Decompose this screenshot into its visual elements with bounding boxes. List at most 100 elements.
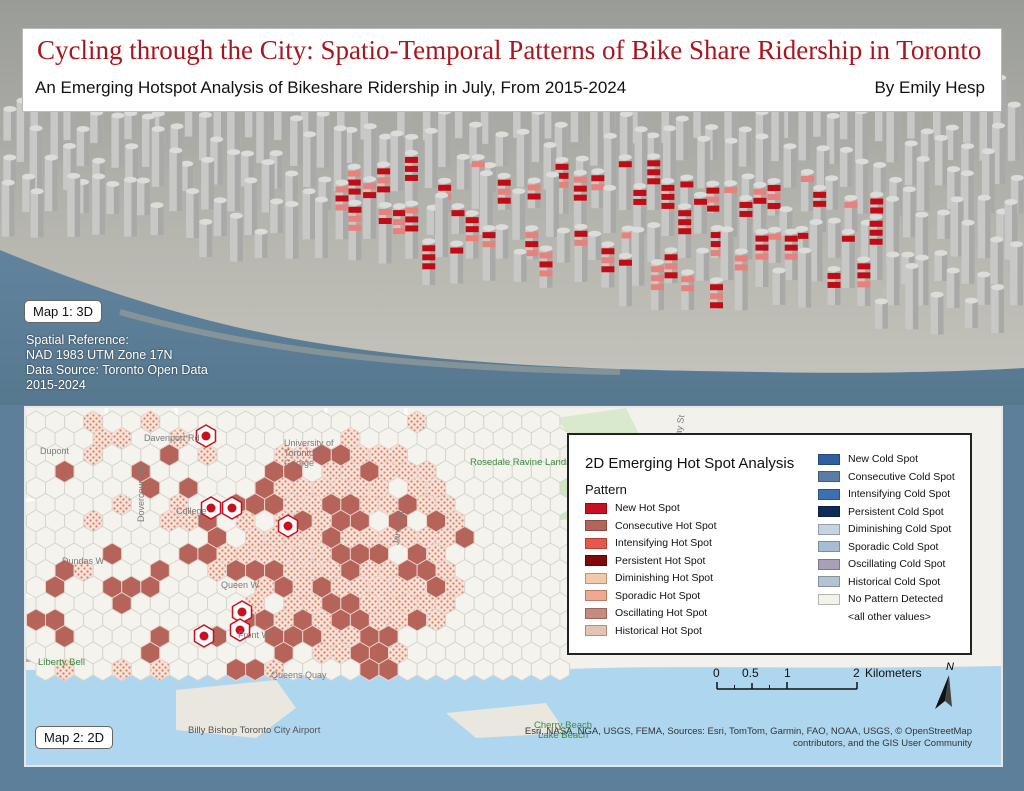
ridership-column [755, 228, 769, 287]
ridership-column [991, 284, 1005, 333]
ridership-column [678, 203, 692, 259]
ridership-column [574, 223, 588, 282]
label-liberty-bell: Liberty Bell [38, 657, 85, 668]
legend: 2D Emerging Hot Spot Analysis Pattern Ne… [567, 433, 972, 655]
ridership-column [180, 160, 194, 192]
hex-no-pattern [454, 657, 475, 682]
ridership-column [798, 247, 812, 308]
ridership-column [664, 247, 678, 284]
ridership-column [844, 194, 858, 233]
map2-label: Map 2: 2D [35, 726, 113, 749]
legend-item-hot: Oscillating Hot Spot [585, 607, 707, 621]
ridership-column [404, 149, 418, 214]
ridership-column [841, 228, 855, 288]
ridership-column [590, 103, 604, 166]
ridership-column [753, 181, 767, 233]
hex-no-pattern [530, 657, 551, 682]
legend-item-cold: Persistent Cold Spot [818, 506, 944, 520]
lake-ontario-3d [0, 250, 1024, 405]
ridership-column [106, 181, 120, 214]
hex-no-pattern [511, 657, 532, 682]
hex-no-pattern [549, 657, 570, 682]
park-label-rosedale: Rosedale Ravine Lands [470, 457, 571, 468]
ridership-column [527, 177, 541, 209]
hex-no-pattern [492, 657, 513, 682]
legend-label: Historical Hot Spot [615, 624, 702, 637]
ridership-column [739, 194, 753, 260]
ridership-column [977, 271, 991, 305]
ridership-column [573, 169, 587, 233]
ridership-column [124, 110, 138, 140]
ridership-column [784, 228, 798, 281]
shore-road [119, 309, 621, 375]
spatial-reference-label: Spatial Reference: [26, 333, 129, 347]
ridership-column [663, 125, 677, 185]
place-label-queen: Queen W [221, 580, 260, 590]
legend-label: Sporadic Hot Spot [615, 589, 701, 602]
north-label: N [946, 661, 954, 673]
place-label-uoft: University of Toronto St. George [284, 438, 334, 468]
ridership-column [873, 161, 887, 192]
hex-new-hot-core [199, 631, 209, 641]
hex-no-pattern [397, 657, 418, 682]
scale-tick-0: 0 [713, 666, 720, 680]
ridership-column [314, 196, 328, 259]
hex-no-pattern [340, 657, 361, 682]
ridership-column [422, 238, 436, 286]
ridership-column [916, 155, 930, 211]
ridership-column [495, 224, 509, 259]
hex-no-pattern [168, 657, 189, 682]
ridership-column [709, 277, 723, 309]
ridership-column [886, 195, 900, 262]
ridership-column [1, 179, 15, 237]
ridership-column [227, 149, 241, 212]
ridership-column [601, 241, 615, 288]
legend-label: Oscillating Hot Spot [615, 607, 708, 620]
ridership-column [363, 123, 377, 188]
ridership-column [771, 104, 785, 162]
legend-item-cold: Intensifying Cold Spot [818, 488, 950, 502]
ridership-column [1009, 241, 1023, 306]
ridership-column [424, 127, 438, 188]
legend-swatch [585, 607, 607, 619]
legend-subtitle: Pattern [585, 482, 627, 497]
legend-swatch [585, 572, 607, 584]
place-label-dupont: Dupont [40, 446, 70, 456]
ridership-column [456, 153, 470, 190]
ridership-column [405, 200, 419, 259]
legend-swatch [585, 520, 607, 532]
ridership-column [229, 212, 243, 262]
ridership-column [634, 126, 648, 191]
legend-item-hot: Intensifying Hot Spot [585, 537, 712, 551]
ridership-column [706, 180, 720, 214]
ridership-column [945, 124, 959, 161]
ridership-column [934, 249, 948, 281]
ridership-column [930, 291, 944, 335]
place-label-front: Front W [238, 630, 271, 640]
ridership-column [825, 175, 839, 210]
legend-item-hot: New Hot Spot [585, 502, 680, 516]
legend-item-hot: Diminishing Hot Spot [585, 572, 713, 586]
ridership-column [681, 269, 695, 310]
ridership-column [738, 126, 752, 167]
ridership-column [198, 111, 212, 161]
ridership-column [661, 177, 675, 237]
hex-consecutive-hot [378, 657, 399, 682]
ridership-column [497, 172, 511, 210]
ridership-column [150, 202, 164, 236]
ridership-column [136, 177, 150, 216]
hexagon-grid [26, 410, 570, 682]
legend-label: Intensifying Hot Spot [615, 537, 712, 550]
ridership-column [556, 227, 570, 263]
ridership-column [554, 121, 568, 162]
ridership-column [525, 225, 539, 260]
ridership-column [303, 131, 317, 188]
legend-title: 2D Emerging Hot Spot Analysis [585, 455, 795, 472]
ridership-column [977, 194, 991, 259]
ridership-column [960, 170, 974, 233]
legend-swatch [585, 625, 607, 637]
ridership-column [438, 108, 452, 167]
ridership-column [724, 137, 738, 188]
map-metadata: Spatial Reference: NAD 1983 UTM Zone 17N… [26, 333, 208, 393]
ridership-column [720, 226, 734, 281]
